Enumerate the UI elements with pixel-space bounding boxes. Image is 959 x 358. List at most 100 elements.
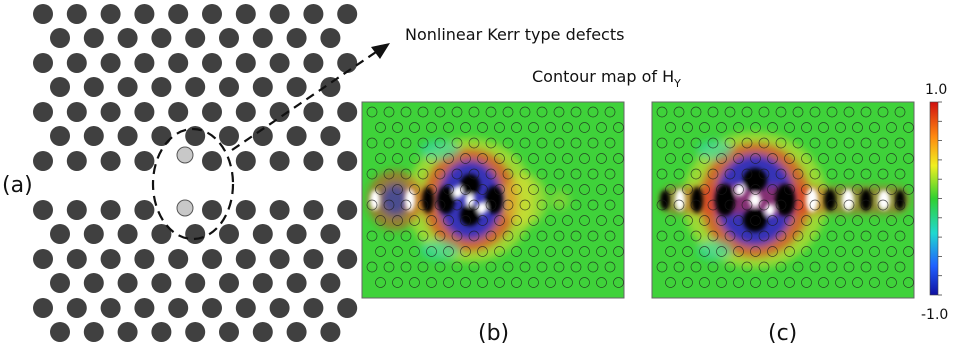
overlay-rod-ring bbox=[426, 122, 437, 133]
overlay-rod-ring bbox=[886, 122, 897, 133]
dielectric-rod bbox=[337, 298, 358, 318]
overlay-rod-ring bbox=[767, 122, 778, 133]
overlay-rod-ring bbox=[528, 215, 539, 226]
dielectric-rod bbox=[320, 322, 341, 342]
overlay-rod-ring bbox=[716, 122, 727, 133]
overlay-rod-ring bbox=[604, 261, 616, 273]
dielectric-rod bbox=[202, 200, 222, 220]
overlay-rod-ring bbox=[792, 168, 804, 180]
overlay-rod-ring bbox=[392, 215, 403, 226]
overlay-rod-ring bbox=[502, 199, 514, 211]
defect-region-ellipse bbox=[151, 127, 235, 241]
dielectric-rod bbox=[134, 298, 155, 318]
dielectric-rod bbox=[303, 4, 324, 24]
overlay-rod-ring bbox=[400, 106, 412, 118]
overlay-rod-ring bbox=[477, 122, 488, 133]
dielectric-rod bbox=[320, 224, 341, 244]
overlay-rod-ring bbox=[528, 122, 539, 133]
overlay-rod-ring bbox=[502, 168, 514, 180]
overlay-rod-ring bbox=[886, 215, 897, 226]
overlay-rod-ring bbox=[699, 184, 710, 195]
overlay-rod-ring bbox=[579, 215, 590, 226]
overlay-rod-ring bbox=[818, 215, 829, 226]
dielectric-rod bbox=[269, 249, 290, 269]
overlay-rod-ring bbox=[903, 277, 914, 288]
overlay-rod-ring bbox=[485, 261, 497, 273]
overlay-rod-ring bbox=[699, 215, 710, 226]
overlay-rod-ring bbox=[894, 199, 906, 211]
overlay-rod-ring bbox=[553, 199, 565, 211]
overlay-rod-ring bbox=[860, 230, 872, 242]
overlay-rod-ring bbox=[536, 199, 548, 211]
overlay-rod-ring bbox=[818, 153, 829, 164]
overlay-rod-ring bbox=[843, 230, 855, 242]
dielectric-rod bbox=[134, 53, 155, 73]
overlay-rod-ring bbox=[877, 261, 889, 273]
overlay-rod-ring bbox=[877, 168, 889, 180]
overlay-rod-ring bbox=[375, 122, 386, 133]
dielectric-rod bbox=[100, 53, 121, 73]
overlay-rod-ring bbox=[613, 184, 624, 195]
overlay-rod-ring bbox=[596, 246, 607, 257]
overlay-rod-ring bbox=[545, 122, 556, 133]
dielectric-rod bbox=[219, 224, 239, 244]
dielectric-rod bbox=[235, 200, 256, 220]
overlay-rod-ring bbox=[443, 215, 454, 226]
dielectric-rod bbox=[33, 53, 53, 73]
overlay-rod-ring bbox=[409, 215, 420, 226]
overlay-rod-ring bbox=[434, 261, 446, 273]
dielectric-rod bbox=[100, 4, 121, 24]
dielectric-rod bbox=[269, 53, 290, 73]
overlay-rod-ring bbox=[570, 168, 582, 180]
dielectric-rod bbox=[50, 273, 70, 293]
overlay-rod-ring bbox=[485, 199, 497, 211]
overlay-rod-ring bbox=[809, 168, 821, 180]
overlay-rod-ring bbox=[767, 277, 778, 288]
overlay-rod-ring bbox=[894, 106, 906, 118]
dielectric-rod bbox=[117, 273, 138, 293]
overlay-rod-ring bbox=[562, 277, 573, 288]
overlay-rod-ring bbox=[792, 199, 804, 211]
panel-label-b: (b) bbox=[478, 321, 509, 346]
overlay-rod-ring bbox=[409, 184, 420, 195]
dielectric-rod bbox=[134, 249, 155, 269]
overlay-rod-ring bbox=[366, 137, 378, 149]
overlay-rod-ring bbox=[835, 277, 846, 288]
overlay-rod-ring bbox=[860, 261, 872, 273]
overlay-rod-ring bbox=[665, 153, 676, 164]
dielectric-rod bbox=[83, 322, 104, 342]
panel-label-c: (c) bbox=[768, 321, 797, 346]
overlay-rod-ring bbox=[775, 199, 787, 211]
overlay-rod-ring bbox=[519, 230, 531, 242]
overlay-rod-ring bbox=[383, 199, 395, 211]
overlay-rod-ring bbox=[775, 261, 787, 273]
overlay-rod-ring bbox=[852, 184, 863, 195]
overlay-rod-ring bbox=[826, 199, 838, 211]
dielectric-rod bbox=[235, 53, 256, 73]
overlay-rod-ring bbox=[826, 261, 838, 273]
overlay-rod-ring bbox=[801, 277, 812, 288]
overlay-rod-ring bbox=[366, 230, 378, 242]
overlay-rod-ring bbox=[366, 106, 378, 118]
overlay-rod-ring bbox=[741, 137, 753, 149]
overlay-rod-ring bbox=[426, 215, 437, 226]
overlay-rod-ring bbox=[392, 277, 403, 288]
dielectric-rod bbox=[83, 28, 104, 48]
dielectric-rod bbox=[33, 102, 53, 122]
overlay-rod-ring bbox=[665, 277, 676, 288]
overlay-rod-ring bbox=[375, 184, 386, 195]
overlay-rod-ring bbox=[417, 168, 429, 180]
overlay-rod-ring bbox=[519, 137, 531, 149]
overlay-rod-ring bbox=[460, 277, 471, 288]
overlay-rod-ring bbox=[835, 153, 846, 164]
overlay-rod-ring bbox=[775, 106, 787, 118]
overlay-rod-ring bbox=[894, 261, 906, 273]
dielectric-rod bbox=[134, 4, 155, 24]
overlay-rod-ring bbox=[707, 261, 719, 273]
annotation-label: Nonlinear Kerr type defects bbox=[405, 25, 624, 44]
overlay-rod-ring bbox=[707, 199, 719, 211]
overlay-rod-ring bbox=[485, 106, 497, 118]
dielectric-rod bbox=[303, 53, 324, 73]
overlay-rod-ring bbox=[784, 277, 795, 288]
